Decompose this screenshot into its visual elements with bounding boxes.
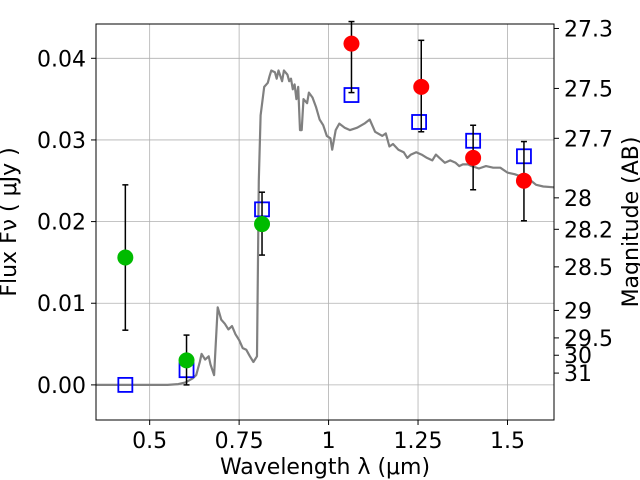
- y2-tick-label: 27.5: [564, 77, 613, 102]
- x-tick-label: 0.5: [132, 429, 167, 454]
- observed-photometry-point: [515, 172, 532, 189]
- observed-photometry-point: [117, 249, 134, 266]
- y-tick-label: 0.03: [37, 129, 86, 154]
- x-tick-label: 1: [322, 429, 336, 454]
- y-tick-label: 0.00: [37, 374, 86, 399]
- x-axis-label: Wavelength λ (μm): [220, 455, 430, 480]
- observed-photometry-point: [178, 352, 195, 369]
- y2-tick-label: 28: [564, 187, 592, 212]
- y-tick-label: 0.02: [37, 211, 86, 236]
- y2-tick-label: 30: [564, 344, 592, 369]
- observed-photometry-point: [413, 78, 430, 95]
- x-tick-label: 1.5: [490, 429, 525, 454]
- y2-tick-label: 29.5: [564, 327, 613, 352]
- y-tick-label: 0.04: [37, 47, 86, 72]
- model-photometry-point: [117, 376, 134, 393]
- x-tick-label: 1.25: [394, 429, 443, 454]
- y2-tick-label: 31: [564, 362, 592, 387]
- plot-area: [96, 20, 555, 393]
- y2-tick-label: 27.3: [564, 17, 613, 42]
- y2-tick-label: 28.5: [564, 256, 613, 281]
- grid: [96, 24, 554, 420]
- y2-axis-label: Magnitude (AB): [619, 137, 640, 308]
- axis-ticks: 0.5 0.75 1 1.25 1.5 0.00 0.01 0.02 0.03 0.04 27.3 2…: [37, 17, 613, 454]
- observed-photometry-point: [343, 35, 360, 52]
- x-tick-label: 0.75: [215, 429, 264, 454]
- model-photometry-point: [411, 114, 428, 130]
- y2-tick-label: 27.7: [564, 127, 613, 152]
- model-spectrum-line: [96, 69, 555, 386]
- y-tick-label: 0.01: [37, 292, 86, 317]
- observed-photometry-point: [465, 149, 482, 166]
- y2-tick-label: 28.2: [564, 218, 613, 243]
- y-axis-label: Flux Fν ( μJy ): [0, 147, 22, 296]
- y2-tick-label: 29: [564, 299, 592, 324]
- plot-frame: [95, 23, 555, 421]
- observed-photometry-point: [254, 216, 271, 233]
